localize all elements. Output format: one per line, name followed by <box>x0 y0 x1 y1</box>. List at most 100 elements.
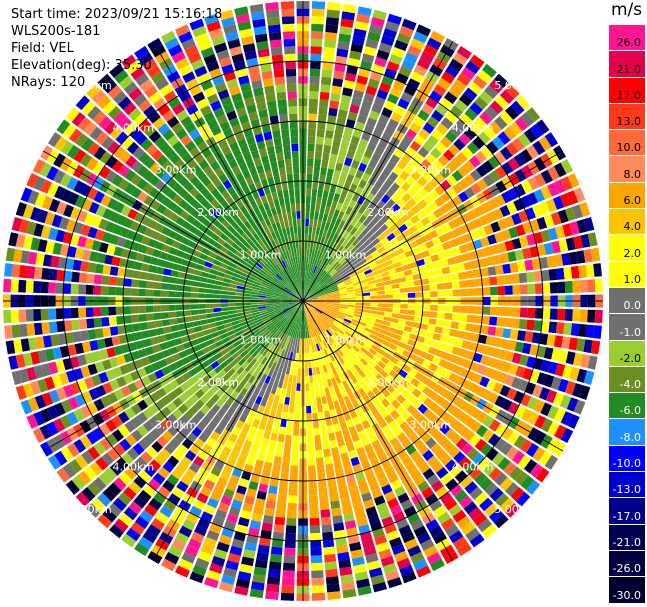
range-gate <box>307 263 310 272</box>
range-gate <box>416 335 426 344</box>
range-gate <box>540 359 551 373</box>
range-gate <box>97 73 113 88</box>
range-gate <box>309 525 321 534</box>
range-gate <box>146 524 161 537</box>
range-gate <box>277 348 283 357</box>
range-gate <box>341 428 350 438</box>
range-gate <box>112 90 127 105</box>
range-gate <box>334 218 342 227</box>
range-gate <box>294 330 298 338</box>
range-gate <box>138 52 154 66</box>
range-gate <box>465 241 476 252</box>
range-ring-label: 3.00km <box>155 164 197 177</box>
range-gate <box>411 204 422 214</box>
range-gate <box>100 395 112 408</box>
range-gate <box>399 170 410 181</box>
range-gate <box>413 525 428 538</box>
range-gate <box>275 321 283 329</box>
range-gate <box>344 264 353 272</box>
range-gate <box>420 216 431 226</box>
range-gate <box>178 243 188 252</box>
range-gate <box>324 306 333 310</box>
range-gate <box>224 152 235 163</box>
range-gate <box>417 415 428 426</box>
range-gate <box>307 289 313 296</box>
range-gate <box>237 346 246 355</box>
range-gate <box>451 246 461 256</box>
range-gate <box>426 455 439 468</box>
range-gate <box>430 339 440 348</box>
range-gate <box>483 345 493 356</box>
range-gate <box>318 316 325 323</box>
range-gate <box>430 147 442 159</box>
range-gate <box>235 394 244 404</box>
range-gate <box>410 519 424 531</box>
range-gate <box>288 328 293 337</box>
range-gate <box>355 406 364 416</box>
range-gate <box>195 181 206 192</box>
range-gate <box>407 45 422 57</box>
range-gate <box>434 244 445 253</box>
range-gate <box>285 159 292 168</box>
range-gate <box>140 330 150 339</box>
range-gate <box>531 332 541 344</box>
range-gate <box>399 564 414 577</box>
range-gate <box>296 322 299 331</box>
range-gate <box>430 443 442 455</box>
range-gate <box>289 352 294 360</box>
range-gate <box>256 164 265 174</box>
range-gate <box>265 138 274 148</box>
range-gate <box>131 429 143 442</box>
range-gate <box>489 508 504 523</box>
range-gate <box>32 428 46 443</box>
range-gate <box>251 340 260 348</box>
range-gate <box>270 326 278 334</box>
range-gate <box>200 384 211 394</box>
range-gate <box>502 263 512 274</box>
range-gate <box>220 382 230 392</box>
range-gate <box>282 23 295 32</box>
range-gate <box>45 240 55 254</box>
range-gate <box>465 323 474 332</box>
range-gate <box>353 313 362 318</box>
range-gate <box>277 356 283 365</box>
range-gate <box>308 473 317 481</box>
range-gate <box>311 585 325 594</box>
range-gate <box>564 309 573 322</box>
range-gate <box>130 187 142 199</box>
range-gate <box>456 330 466 339</box>
range-gate <box>270 161 278 170</box>
range-gate <box>461 66 476 81</box>
range-gate <box>80 365 91 378</box>
range-gate <box>328 336 335 345</box>
range-gate <box>368 433 378 443</box>
range-gate <box>232 230 241 239</box>
range-gate <box>475 287 483 296</box>
range-gate <box>202 266 211 273</box>
range-gate <box>294 188 300 197</box>
range-gate <box>576 368 588 383</box>
range-gate <box>225 238 235 246</box>
range-gate <box>148 91 162 104</box>
range-gate <box>185 347 195 356</box>
range-gate <box>327 115 337 124</box>
range-gate <box>46 421 59 436</box>
range-gate <box>348 166 357 177</box>
range-gate <box>248 366 256 375</box>
range-gate <box>390 213 400 223</box>
range-gate <box>454 119 468 132</box>
range-gate <box>428 230 439 240</box>
range-gate <box>318 212 324 221</box>
range-gate <box>178 558 193 571</box>
range-gate <box>558 349 569 363</box>
range-gate <box>152 117 166 130</box>
range-gate <box>48 227 59 241</box>
range-gate <box>295 299 303 301</box>
range-gate <box>238 358 246 366</box>
range-gate <box>92 427 105 441</box>
range-gate <box>309 294 317 299</box>
range-gate <box>378 42 393 54</box>
range-gate <box>335 407 343 416</box>
range-gate <box>560 411 573 426</box>
range-gate <box>321 395 328 405</box>
